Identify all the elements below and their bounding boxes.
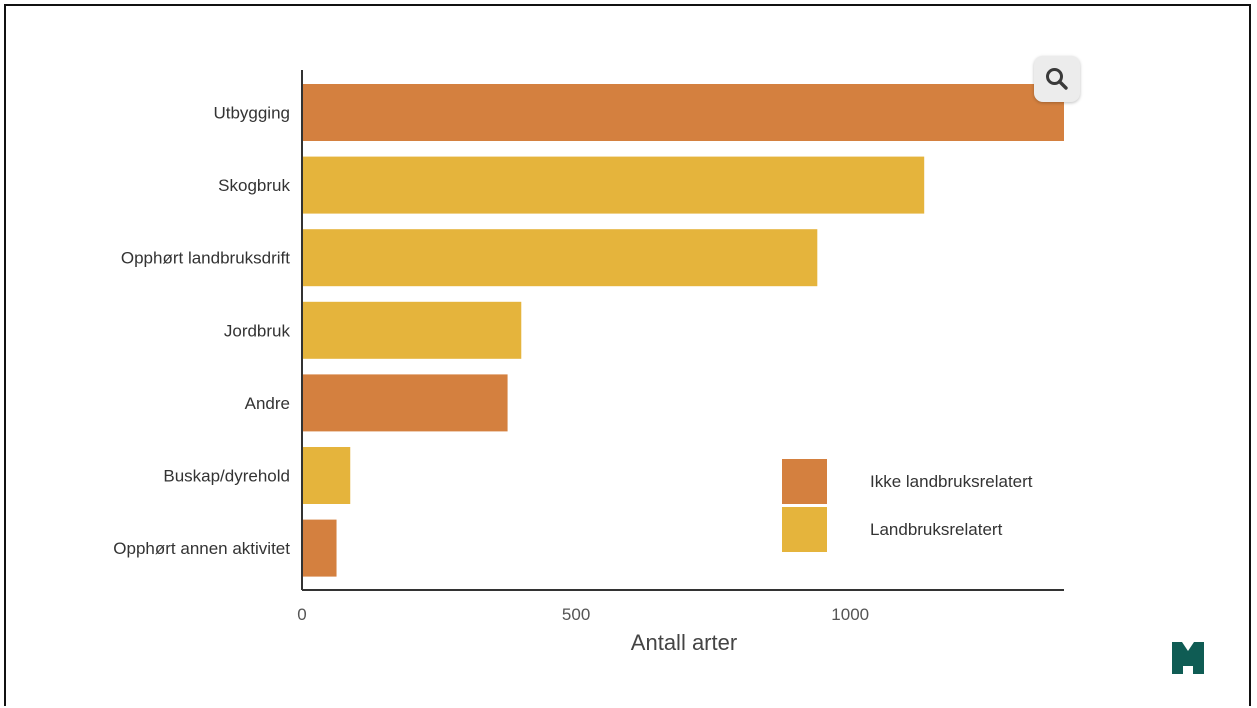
legend-swatch [782, 507, 827, 552]
category-label: Andre [245, 394, 290, 413]
bar-0 [302, 84, 1064, 141]
category-label: Opphørt annen aktivitet [113, 539, 290, 558]
x-tick-label: 500 [562, 605, 590, 624]
category-label: Skogbruk [218, 176, 290, 195]
bar-3 [302, 301, 522, 359]
x-axis-label: Antall arter [631, 630, 737, 655]
x-axis-ticks: 0 500 1000 [297, 605, 869, 624]
bar-2 [302, 229, 818, 287]
bar-1 [302, 156, 925, 214]
zoom-button[interactable] [1034, 56, 1080, 102]
bar-6 [302, 519, 337, 577]
institution-logo-icon [1172, 642, 1204, 674]
legend-label: Ikke landbruksrelatert [870, 472, 1033, 491]
legend-label: Landbruksrelatert [870, 520, 1003, 539]
category-label: Jordbruk [224, 321, 291, 340]
category-labels: Utbygging Skogbruk Opphørt landbruksdrift J… [113, 104, 290, 559]
category-label: Opphørt landbruksdrift [121, 249, 290, 268]
slide-frame [4, 4, 1251, 706]
bars-group [302, 84, 1064, 577]
search-icon [1046, 68, 1068, 90]
x-tick-label: 0 [297, 605, 306, 624]
x-tick-label: 1000 [831, 605, 869, 624]
bar-5 [302, 447, 351, 504]
category-label: Buskap/dyrehold [163, 467, 290, 486]
legend-swatch [782, 459, 827, 504]
legend: Ikke landbruksrelatert Landbruksrelatert [782, 459, 1033, 552]
bar-4 [302, 374, 508, 432]
category-label: Utbygging [213, 104, 290, 123]
